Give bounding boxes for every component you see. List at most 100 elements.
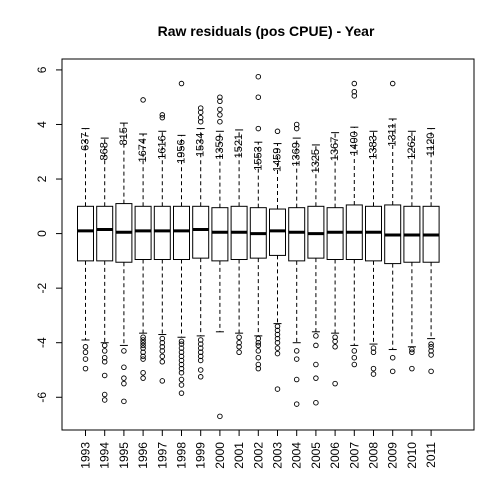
outlier-point xyxy=(101,342,108,349)
outlier-point xyxy=(274,345,281,351)
outlier-point xyxy=(159,353,166,360)
count-label: 1369 xyxy=(291,142,303,166)
outlier-point xyxy=(101,348,108,354)
x-tick-label: 2002 xyxy=(251,442,265,469)
outlier-point xyxy=(313,399,319,406)
count-label: 1359 xyxy=(214,135,226,159)
outlier-point xyxy=(101,391,108,398)
outlier-point xyxy=(313,361,319,368)
count-label: 1311 xyxy=(387,123,399,147)
chart-title: Raw residuals (pos CPUE) - Year xyxy=(158,23,375,39)
count-label: 1521 xyxy=(233,134,245,158)
outlier-point xyxy=(255,73,262,80)
outlier-point xyxy=(101,372,108,379)
count-label: 1459 xyxy=(272,148,284,172)
outlier-point xyxy=(389,368,396,375)
outlier-point xyxy=(197,349,204,356)
outlier-point xyxy=(178,357,185,364)
outlier-point xyxy=(140,337,146,343)
outlier-point xyxy=(121,398,127,405)
outlier-point xyxy=(236,349,242,356)
outlier-point xyxy=(140,97,146,103)
y-tick-label: 0 xyxy=(35,230,49,237)
box-2008: 1383 xyxy=(365,130,382,377)
outlier-point xyxy=(121,364,127,371)
outlier-point xyxy=(255,354,262,361)
count-label: 1383 xyxy=(368,135,380,159)
outlier-point xyxy=(121,375,127,381)
outlier-point xyxy=(197,367,204,373)
outlier-point xyxy=(293,348,300,354)
outlier-point xyxy=(313,375,319,381)
x-tick-label: 2000 xyxy=(213,442,227,469)
box-2003: 1459 xyxy=(269,128,286,392)
outlier-point xyxy=(82,365,89,372)
outlier-point xyxy=(274,327,281,334)
x-tick-label: 2001 xyxy=(232,442,246,469)
outlier-point xyxy=(197,118,204,125)
box-iqr xyxy=(134,205,152,261)
outlier-point xyxy=(140,339,146,346)
outlier-point xyxy=(428,368,434,375)
outlier-point xyxy=(236,334,242,341)
outlier-point xyxy=(255,94,262,100)
outlier-point xyxy=(274,339,281,346)
x-tick-label: 1996 xyxy=(136,442,150,469)
box-2006: 1367 xyxy=(326,132,344,387)
outlier-point xyxy=(236,344,242,350)
outlier-point xyxy=(389,354,396,361)
outlier-point xyxy=(217,98,223,105)
y-tick-label: 6 xyxy=(35,66,49,73)
box-1997: 1616 xyxy=(153,112,171,384)
outlier-point xyxy=(293,121,300,128)
outlier-point xyxy=(140,369,146,376)
outlier-point xyxy=(197,374,204,380)
box-iqr xyxy=(288,207,306,262)
count-label: 637 xyxy=(80,133,92,151)
outlier-point xyxy=(159,378,166,384)
outlier-point xyxy=(236,339,242,346)
outlier-point xyxy=(351,361,358,368)
outlier-point xyxy=(197,337,204,343)
outlier-point xyxy=(255,335,262,342)
outlier-point xyxy=(389,80,396,87)
box-2007: 1400 xyxy=(345,80,363,368)
y-tick-label: -6 xyxy=(35,392,49,403)
y-tick-label: 4 xyxy=(35,121,49,128)
outlier-point xyxy=(332,338,338,345)
outlier-point xyxy=(217,106,223,113)
outlier-point xyxy=(197,109,204,115)
outlier-point xyxy=(351,93,358,99)
x-tick-label: 2008 xyxy=(367,442,381,469)
outlier-point xyxy=(121,348,127,354)
box-1998: 1956 xyxy=(173,80,190,396)
y-tick-label: 2 xyxy=(35,175,49,182)
box-2000: 1359 xyxy=(211,94,229,420)
box-2001: 1521 xyxy=(230,129,248,356)
outlier-point xyxy=(293,376,300,383)
box-2004: 1369 xyxy=(288,121,306,407)
outlier-point xyxy=(409,349,415,356)
outlier-point xyxy=(428,344,434,350)
outlier-point xyxy=(82,349,89,356)
x-tick-label: 1997 xyxy=(155,442,169,469)
count-label: 815 xyxy=(118,127,130,145)
outlier-point xyxy=(197,114,204,121)
outlier-point xyxy=(82,356,89,362)
outlier-point xyxy=(178,376,185,383)
outlier-point xyxy=(197,357,204,364)
box-iqr xyxy=(211,207,229,262)
outlier-point xyxy=(313,342,319,349)
outlier-point xyxy=(197,353,204,360)
outlier-point xyxy=(159,359,166,365)
outlier-point xyxy=(293,125,300,132)
outlier-point xyxy=(101,397,108,403)
count-label: 1674 xyxy=(137,138,149,162)
outlier-point xyxy=(159,339,166,346)
count-label: 1553 xyxy=(252,146,264,170)
outlier-point xyxy=(274,386,281,392)
outlier-point xyxy=(293,401,300,407)
count-label: 1120 xyxy=(425,133,437,157)
box-2011: 1120 xyxy=(422,128,440,375)
outlier-point xyxy=(197,345,204,351)
